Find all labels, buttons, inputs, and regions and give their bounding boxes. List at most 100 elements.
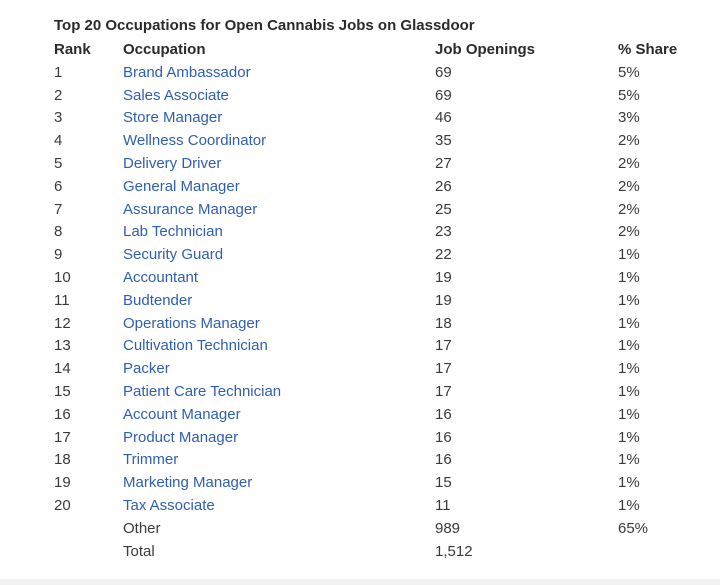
occupation-cell: Other (123, 518, 435, 541)
occupation-cell: Store Manager (123, 107, 435, 130)
job-openings-cell: 17 (435, 360, 452, 378)
occupation-link[interactable]: Patient Care Technician (123, 382, 282, 400)
job-openings-cell: 27 (435, 154, 452, 172)
occupation-link[interactable]: Operations Manager (123, 314, 260, 332)
occupations-table: Rank Occupation Job Openings % Share 1 Br… (54, 39, 718, 563)
table-row: 4 Wellness Coordinator 35 2% (54, 130, 718, 153)
table-row: 2 Sales Associate 69 5% (54, 85, 718, 108)
table-body: 1 Brand Ambassador 69 5% 2 Sales Associate 69 5… (54, 62, 718, 564)
occupation-cell: Packer (123, 358, 435, 381)
total-row: Total 1,512 (54, 541, 718, 564)
occupation-cell: Delivery Driver (123, 153, 435, 176)
table-row: 6 General Manager 26 2% (54, 176, 718, 199)
occupation-link[interactable]: Marketing Manager (123, 474, 253, 492)
job-openings-cell: 69 (435, 63, 452, 81)
rank-cell: 1 (54, 63, 63, 81)
occupation-link[interactable]: Tax Associate (123, 496, 215, 514)
job-openings-header: Job Openings (435, 41, 536, 58)
occupation-link[interactable]: Budtender (123, 291, 193, 309)
table-row: 15 Patient Care Technician 17 1% (54, 381, 718, 404)
rank-header: Rank (54, 41, 91, 58)
job-openings-cell: 23 (435, 223, 452, 241)
job-openings-cell: 26 (435, 177, 452, 195)
occupation-cell: Patient Care Technician (123, 381, 435, 404)
table-row: 12 Operations Manager 18 1% (54, 313, 718, 336)
job-openings-cell: 69 (435, 86, 452, 104)
table-row: 5 Delivery Driver 27 2% (54, 153, 718, 176)
share-cell: 1% (618, 246, 640, 264)
occupation-link[interactable]: Store Manager (123, 109, 223, 127)
rank-cell: 16 (54, 405, 71, 423)
table-row: 17 Product Manager 16 1% (54, 427, 718, 450)
occupation-link[interactable]: Brand Ambassador (123, 63, 251, 81)
occupation-link[interactable]: Account Manager (123, 405, 241, 423)
bottom-bar (0, 579, 720, 585)
occupation-link[interactable]: Product Manager (123, 428, 239, 446)
table-row: 11 Budtender 19 1% (54, 290, 718, 313)
occupation-cell: Wellness Coordinator (123, 130, 435, 153)
rank-cell: 19 (54, 474, 71, 492)
table-row: 16 Account Manager 16 1% (54, 404, 718, 427)
job-openings-cell: 22 (435, 246, 452, 264)
occupation-cell: Accountant (123, 267, 435, 290)
share-cell (618, 541, 718, 564)
rank-cell (54, 518, 123, 541)
other-row: Other 989 65% (54, 518, 718, 541)
rank-cell: 9 (54, 246, 63, 264)
share-cell: 1% (618, 474, 640, 492)
occupation-link[interactable]: Wellness Coordinator (123, 132, 267, 150)
rank-cell: 8 (54, 223, 63, 241)
rank-cell: 5 (54, 154, 63, 172)
job-openings-cell: 16 (435, 405, 452, 423)
occupation-link[interactable]: Lab Technician (123, 223, 223, 241)
header-row: Rank Occupation Job Openings % Share (54, 39, 718, 62)
job-openings-cell: 35 (435, 132, 452, 150)
occupation-cell: Sales Associate (123, 85, 435, 108)
job-openings-cell: 19 (435, 268, 452, 286)
share-header: % Share (618, 41, 678, 58)
table-title: Top 20 Occupations for Open Cannabis Job… (54, 17, 475, 34)
rank-cell: 14 (54, 360, 71, 378)
job-openings-cell: 16 (435, 428, 452, 446)
occupation-link[interactable]: Security Guard (123, 246, 224, 264)
share-cell: 1% (618, 382, 640, 400)
occupation-cell: Product Manager (123, 427, 435, 450)
share-cell: 1% (618, 268, 640, 286)
occupation-link[interactable]: Trimmer (123, 451, 179, 469)
job-openings-cell: 25 (435, 200, 452, 218)
occupation-cell: Cultivation Technician (123, 335, 435, 358)
rank-cell: 20 (54, 496, 71, 514)
occupation-cell: Budtender (123, 290, 435, 313)
table-row: 18 Trimmer 16 1% (54, 449, 718, 472)
share-cell: 1% (618, 451, 640, 469)
occupation-link[interactable]: Cultivation Technician (123, 337, 268, 355)
share-cell: 2% (618, 200, 640, 218)
occupation-cell: General Manager (123, 176, 435, 199)
occupation-link[interactable]: Delivery Driver (123, 154, 222, 172)
job-openings-cell: 17 (435, 382, 452, 400)
occupation-cell: Security Guard (123, 244, 435, 267)
job-openings-cell: 11 (435, 496, 451, 514)
occupation-link[interactable]: Sales Associate (123, 86, 229, 104)
rank-cell: 3 (54, 109, 63, 127)
share-cell: 1% (618, 314, 640, 332)
occupation-cell: Tax Associate (123, 495, 435, 518)
job-openings-cell: 1,512 (435, 542, 473, 560)
occupation-cell: Lab Technician (123, 221, 435, 244)
occupation-header: Occupation (123, 41, 206, 58)
table-row: 14 Packer 17 1% (54, 358, 718, 381)
table-row: 10 Accountant 19 1% (54, 267, 718, 290)
occupation-link[interactable]: Assurance Manager (123, 200, 258, 218)
job-openings-cell: 15 (435, 474, 452, 492)
occupation-link[interactable]: Packer (123, 360, 170, 378)
share-cell: 5% (618, 86, 640, 104)
share-cell: 65% (618, 519, 649, 537)
occupation-link[interactable]: Accountant (123, 268, 199, 286)
table-row: 19 Marketing Manager 15 1% (54, 472, 718, 495)
rank-cell: 11 (54, 291, 70, 309)
occupation-link[interactable]: General Manager (123, 177, 240, 195)
share-cell: 2% (618, 177, 640, 195)
occupation-cell: Assurance Manager (123, 199, 435, 222)
job-openings-cell: 16 (435, 451, 452, 469)
